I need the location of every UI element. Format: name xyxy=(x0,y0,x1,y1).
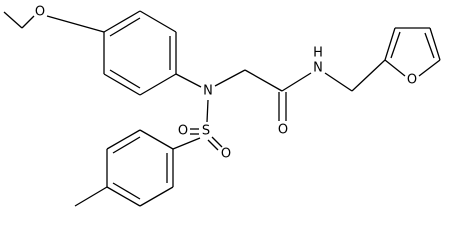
bond xyxy=(139,129,174,150)
atom-label: O xyxy=(407,73,417,88)
bond xyxy=(281,72,312,92)
bond xyxy=(214,69,246,87)
atom-labels: O N S O O O N H O xyxy=(35,5,417,162)
bond xyxy=(244,69,283,92)
bond xyxy=(211,136,223,148)
bond xyxy=(74,186,108,207)
bond xyxy=(103,10,141,33)
atom-label: O xyxy=(35,5,45,20)
bond xyxy=(103,73,141,96)
bond xyxy=(424,32,435,59)
bond xyxy=(106,186,141,207)
bond xyxy=(139,186,174,207)
bond xyxy=(206,99,209,123)
bond xyxy=(139,10,177,33)
atom-label: O xyxy=(221,147,231,162)
atom-label: S xyxy=(202,124,210,139)
bond xyxy=(112,182,141,200)
bond xyxy=(324,72,353,92)
bonds xyxy=(3,10,441,207)
bond xyxy=(109,69,141,89)
bond xyxy=(3,11,23,29)
bond xyxy=(418,59,441,77)
bond xyxy=(384,27,396,61)
bond xyxy=(429,27,441,61)
bond xyxy=(109,17,141,37)
atom-label: O xyxy=(178,124,188,139)
bond xyxy=(46,15,105,33)
bond xyxy=(106,129,141,150)
bond xyxy=(112,136,141,154)
molecule-diagram: O N S O O O N H O xyxy=(3,5,441,207)
bond xyxy=(207,139,219,151)
bond xyxy=(139,73,177,96)
bond xyxy=(172,137,201,150)
atom-label: O xyxy=(278,123,288,138)
atom-label: N xyxy=(313,61,323,76)
atom-label: H xyxy=(313,46,323,61)
bond xyxy=(175,73,202,88)
atom-label: N xyxy=(203,84,213,99)
bond xyxy=(21,15,35,29)
bond xyxy=(351,59,386,92)
bond xyxy=(390,31,401,59)
bond xyxy=(384,59,406,77)
